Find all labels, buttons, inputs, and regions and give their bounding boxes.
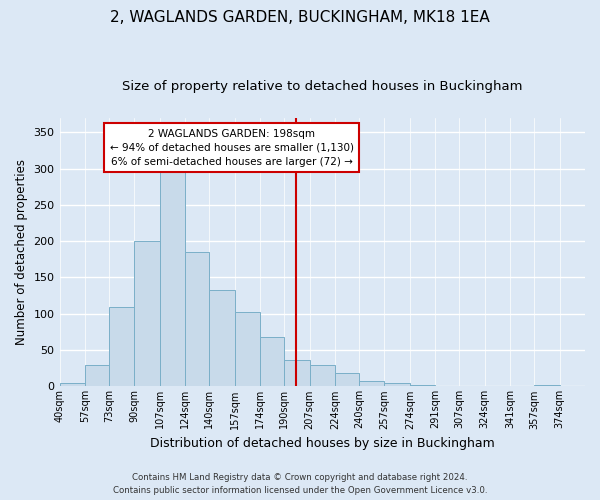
Bar [209,290,235,386]
X-axis label: Distribution of detached houses by size in Buckingham: Distribution of detached houses by size … [150,437,494,450]
Text: 2, WAGLANDS GARDEN, BUCKINGHAM, MK18 1EA: 2, WAGLANDS GARDEN, BUCKINGHAM, MK18 1EA [110,10,490,25]
Bar [310,364,335,386]
Bar [235,312,260,386]
Bar [185,252,209,386]
Bar [59,383,85,386]
Bar [534,385,560,386]
Bar [335,374,359,386]
Bar [160,172,185,386]
Bar [85,364,109,386]
Title: Size of property relative to detached houses in Buckingham: Size of property relative to detached ho… [122,80,523,93]
Text: Contains HM Land Registry data © Crown copyright and database right 2024.
Contai: Contains HM Land Registry data © Crown c… [113,474,487,495]
Y-axis label: Number of detached properties: Number of detached properties [15,159,28,345]
Bar [134,241,160,386]
Bar [260,337,284,386]
Bar [284,360,310,386]
Bar [385,383,410,386]
Bar [109,306,134,386]
Bar [410,385,435,386]
Text: 2 WAGLANDS GARDEN: 198sqm
← 94% of detached houses are smaller (1,130)
6% of sem: 2 WAGLANDS GARDEN: 198sqm ← 94% of detac… [110,128,354,166]
Bar [359,380,385,386]
